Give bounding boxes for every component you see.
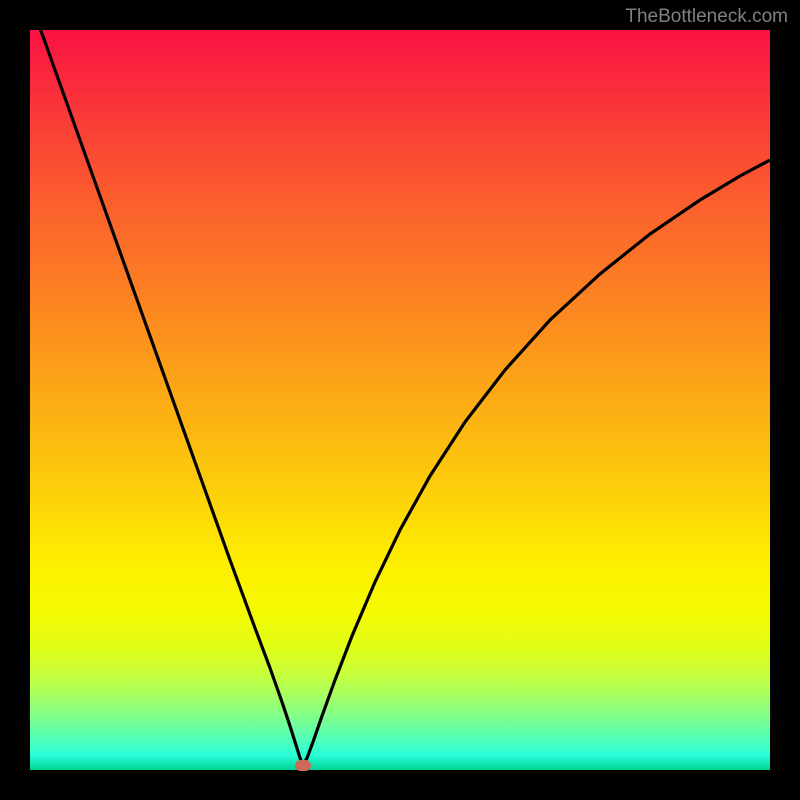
watermark-text: TheBottleneck.com: [625, 6, 788, 28]
curve-svg: [30, 30, 770, 770]
curve-right-branch: [303, 160, 770, 765]
chart-container: TheBottleneck.com: [0, 0, 800, 800]
plot-area: [30, 30, 770, 770]
minimum-marker: [295, 760, 311, 771]
curve-left-branch: [30, 30, 303, 765]
